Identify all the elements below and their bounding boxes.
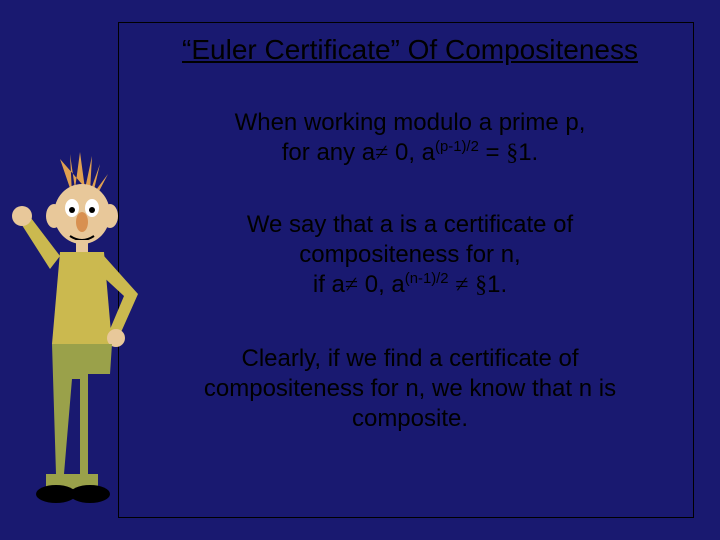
paragraph-2: We say that a is a certificate of compos… — [130, 210, 690, 300]
p3-line1: Clearly, if we find a certificate of — [241, 345, 578, 372]
paragraph-3: Clearly, if we find a certificate of com… — [130, 344, 690, 434]
paragraph-1: When working modulo a prime p, for any a… — [130, 108, 690, 168]
section-sign: § — [506, 140, 518, 166]
p2-exponent: (n-1)/2 — [405, 271, 449, 287]
character-nose — [76, 212, 88, 232]
p3-line3: composite. — [352, 405, 468, 432]
title-text: “Euler Certificate” Of Compositeness — [182, 34, 638, 65]
p1-line1: When working modulo a prime p, — [235, 109, 586, 136]
p1-exponent: (p-1)/2 — [435, 139, 479, 155]
not-equal-sign: ≠ — [375, 140, 388, 166]
character-pants — [46, 344, 112, 489]
p2-line3-post: 1. — [487, 271, 507, 298]
not-equal-sign: ≠ — [345, 272, 358, 298]
p3-line2: compositeness for n, we know that n is — [204, 375, 616, 402]
section-sign: § — [475, 272, 487, 298]
p1-line2-mid2: = — [479, 139, 506, 166]
not-equal-sign: ≠ — [455, 272, 468, 298]
p2-line3-mid1: 0, a — [358, 271, 405, 298]
p1-line2-post: 1. — [518, 139, 538, 166]
character-hand-left — [12, 206, 32, 226]
p2-line1: We say that a is a certificate of — [247, 211, 573, 238]
character-pupil-right — [89, 207, 95, 213]
character-shoe-right — [70, 485, 110, 503]
slide-title: “Euler Certificate” Of Compositeness — [140, 34, 680, 66]
p2-line3-pre: if a — [313, 271, 345, 298]
character-neck — [76, 240, 88, 254]
character-ear-right — [102, 204, 118, 228]
p1-line2-pre: for any a — [282, 139, 375, 166]
character-ear-left — [46, 204, 62, 228]
character-pupil-left — [69, 207, 75, 213]
p2-line2: compositeness for n, — [299, 241, 520, 268]
p1-line2-mid1: 0, a — [388, 139, 435, 166]
cartoon-character-icon — [0, 144, 160, 514]
